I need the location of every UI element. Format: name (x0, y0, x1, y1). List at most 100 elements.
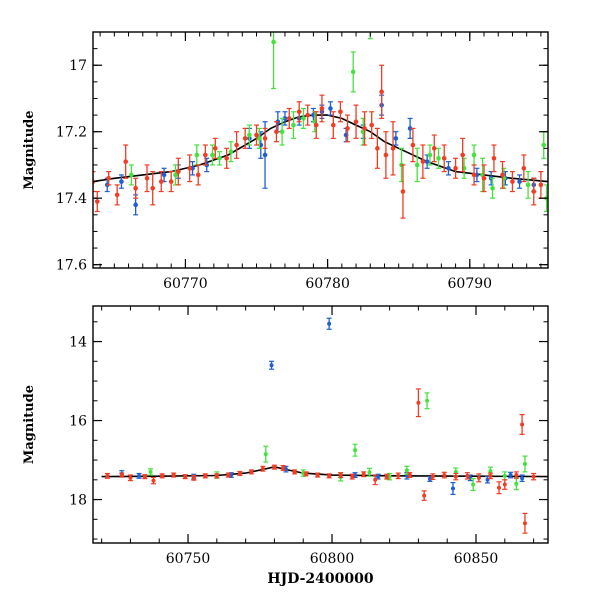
data-point (510, 179, 515, 184)
data-point (123, 159, 129, 164)
data-point (119, 473, 124, 478)
y-axis-label: Magnitude (22, 385, 37, 464)
data-point (224, 156, 229, 161)
data-point (424, 159, 430, 164)
data-point (393, 136, 399, 141)
data-point (422, 493, 427, 498)
data-point (400, 189, 406, 194)
data-point (517, 179, 522, 184)
series-red (93, 64, 544, 219)
data-point (151, 478, 156, 483)
data-point (282, 116, 288, 121)
data-point (262, 152, 268, 158)
data-point (367, 470, 372, 475)
bottom-panel-full-light-curve: 60750 60800 60850 14 16 18 Magnitude HJD-240000… (22, 305, 549, 587)
data-point (226, 473, 231, 478)
y-tick-label: 17.6 (56, 258, 87, 274)
data-point (210, 152, 215, 158)
data-point (345, 126, 350, 131)
data-point (94, 199, 100, 204)
data-point (390, 146, 396, 151)
data-point (129, 172, 134, 178)
data-point (383, 152, 389, 158)
data-point (531, 474, 536, 479)
top-panel-zoomed-light-curve: 60770 60780 60790 17 17.2 17.4 17.6 Magnitude (22, 16, 549, 292)
data-point (350, 474, 355, 479)
data-point (234, 142, 239, 148)
data-point (173, 172, 178, 178)
data-point (187, 165, 192, 171)
data-point (327, 473, 332, 478)
data-point (368, 16, 373, 21)
data-point (161, 172, 167, 178)
data-point (176, 169, 181, 174)
x-axis-label: HJD-2400000 (267, 571, 374, 587)
data-point (281, 465, 286, 470)
y-tick-label: 14 (69, 335, 87, 351)
data-point (520, 422, 525, 427)
model-fit-curve (93, 114, 548, 183)
data-point (292, 469, 297, 474)
data-point (490, 185, 495, 191)
data-point (148, 469, 153, 474)
data-point (203, 473, 208, 478)
data-point (330, 122, 336, 128)
data-point (254, 132, 259, 138)
data-point (375, 146, 380, 151)
data-point (522, 521, 527, 526)
data-point (353, 119, 359, 125)
data-point (431, 146, 437, 151)
x-tick-label: 60770 (163, 276, 208, 292)
data-point (137, 473, 142, 478)
series-red (104, 388, 537, 534)
data-point (313, 122, 319, 128)
data-point (105, 473, 110, 478)
data-point (442, 473, 447, 478)
data-point (195, 172, 201, 178)
data-point (272, 465, 277, 470)
data-point (229, 473, 234, 478)
x-tick-label: 60750 (166, 551, 211, 567)
data-point (387, 474, 392, 479)
data-point (407, 126, 413, 131)
data-point (350, 69, 356, 75)
data-point (441, 156, 447, 161)
series-green (128, 16, 548, 213)
data-point (520, 476, 525, 481)
data-point (158, 179, 164, 184)
plot-area (93, 16, 548, 219)
data-point (414, 162, 420, 168)
data-point (427, 152, 433, 158)
data-point (338, 473, 343, 478)
data-point (450, 486, 455, 491)
y-tick-label: 18 (69, 493, 87, 509)
data-point (338, 109, 343, 115)
data-point (160, 473, 165, 478)
data-point (257, 136, 262, 141)
series-blue (119, 317, 525, 496)
y-tick-label: 17 (69, 58, 87, 74)
data-point (305, 112, 311, 118)
data-point (301, 116, 306, 121)
data-point (212, 146, 218, 151)
data-point (214, 473, 219, 478)
data-point (183, 474, 188, 479)
data-point (465, 473, 470, 478)
data-point (453, 474, 458, 479)
series-blue (104, 94, 537, 216)
data-point (471, 482, 476, 487)
data-point (353, 448, 358, 453)
data-point (427, 477, 432, 482)
data-point (481, 175, 487, 181)
data-point (446, 165, 451, 171)
data-point (217, 156, 222, 161)
data-point (416, 400, 421, 405)
data-point (362, 126, 367, 131)
data-point (538, 182, 544, 188)
y-tick-label: 16 (69, 414, 87, 430)
data-point (296, 109, 302, 115)
data-point (119, 179, 124, 184)
data-point (407, 473, 412, 478)
y-tick-label: 17.2 (56, 125, 87, 141)
